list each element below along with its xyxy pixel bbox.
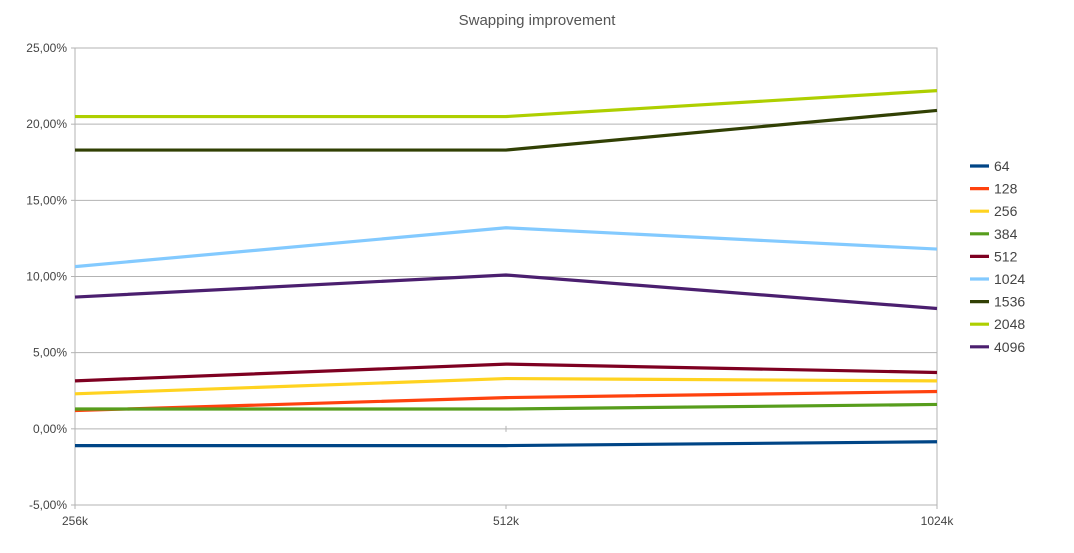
- x-tick-label: 512k: [493, 514, 520, 528]
- legend-label: 256: [994, 203, 1018, 219]
- series-line-128: [74, 389, 938, 413]
- x-tick-label: 1024k: [921, 514, 955, 528]
- y-tick-label: 0,00%: [33, 422, 67, 436]
- series-line-64: [75, 440, 938, 448]
- legend-label: 2048: [994, 316, 1025, 332]
- legend-label: 64: [994, 158, 1010, 174]
- series-line-512: [74, 362, 938, 383]
- series-line-4096: [74, 273, 938, 311]
- legend-label: 1024: [994, 271, 1025, 287]
- series-lines: [74, 89, 938, 448]
- x-tick-label: 256k: [62, 514, 89, 528]
- y-tick-label: -5,00%: [29, 498, 67, 512]
- y-tick-label: 5,00%: [33, 346, 67, 360]
- series-line-384: [75, 402, 938, 411]
- legend-label: 4096: [994, 339, 1025, 355]
- series-line-1536: [75, 108, 938, 152]
- axes: -5,00% 0,00% 5,00% 10,00% 15,00% 20,00% 25,00%…: [26, 41, 954, 528]
- legend-label: 512: [994, 248, 1018, 264]
- y-tick-label: 10,00%: [26, 270, 67, 284]
- series-line-256: [74, 376, 938, 396]
- series-line-2048: [75, 89, 938, 119]
- chart-title: Swapping improvement: [459, 12, 617, 29]
- legend-label: 1536: [994, 294, 1025, 310]
- legend-label: 384: [994, 226, 1018, 242]
- legend-label: 128: [994, 181, 1018, 197]
- y-tick-label: 20,00%: [26, 117, 67, 131]
- legend: 64 128 256 384 512 1024 1536 2048 4096: [970, 158, 1025, 355]
- y-tick-label: 25,00%: [26, 41, 67, 55]
- y-tick-label: 15,00%: [26, 193, 67, 207]
- series-line-1024: [74, 226, 938, 269]
